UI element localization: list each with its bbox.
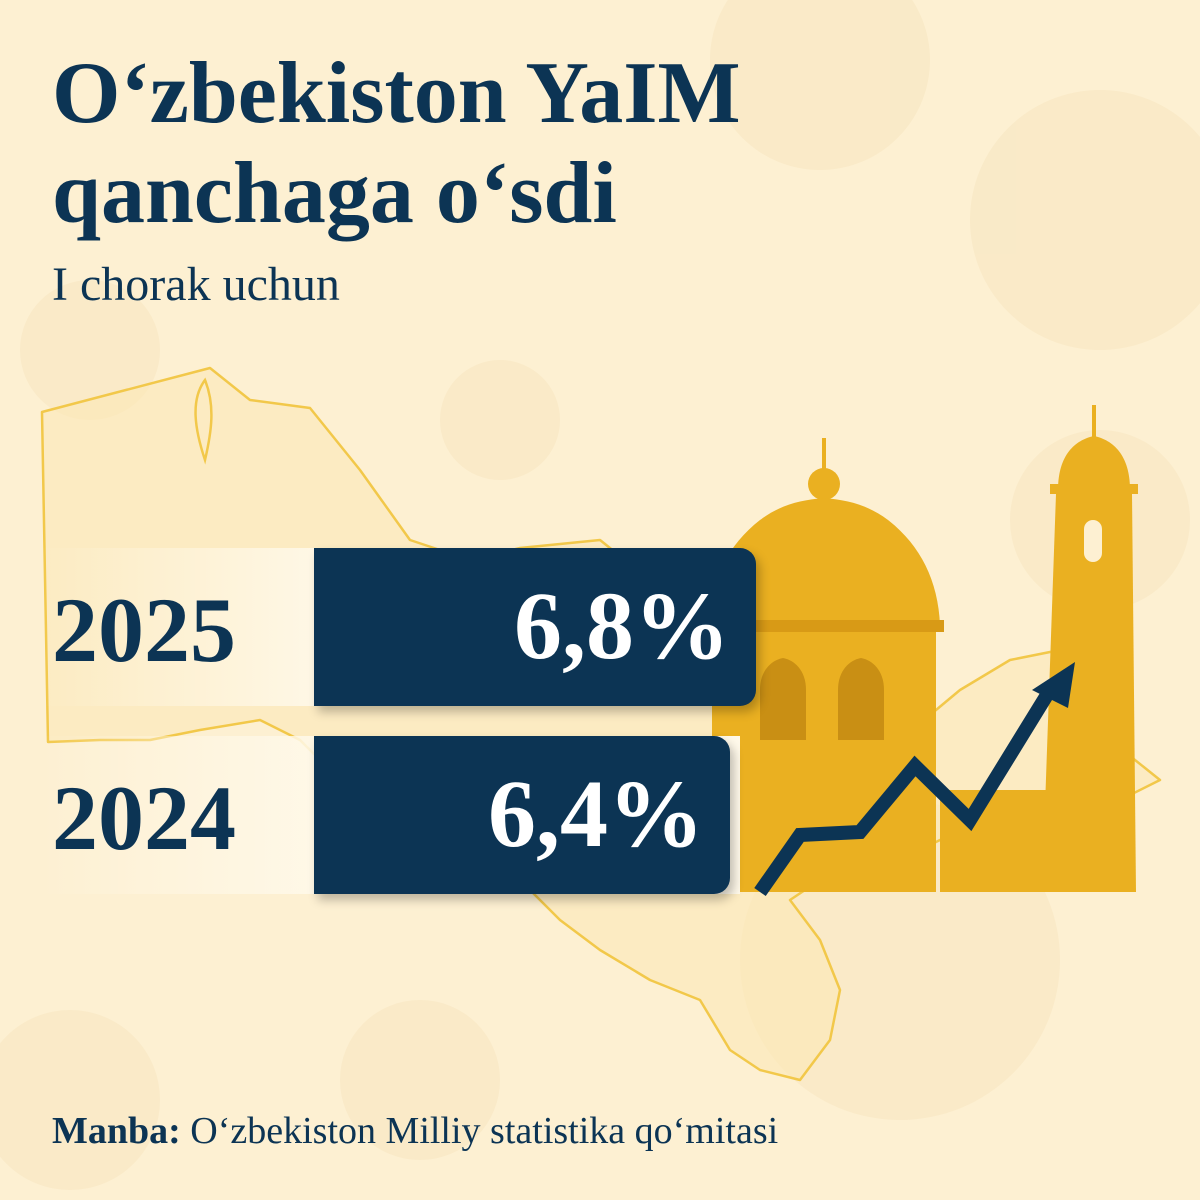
bar-value-label-2024: 6,4% bbox=[488, 760, 704, 867]
title-line-2: qanchaga o‘sdi bbox=[52, 145, 617, 242]
growth-arrow-icon bbox=[754, 686, 1056, 897]
arrow-head-icon bbox=[1032, 662, 1075, 708]
source-label: Manba: bbox=[52, 1110, 181, 1152]
aral-sea-outline bbox=[194, 377, 213, 465]
title-line-1: O‘zbekiston YaIM bbox=[52, 45, 741, 142]
bar-2025: 6,8% bbox=[314, 548, 756, 706]
source-footer: Manba: O‘zbekiston Milliy statistika qo‘… bbox=[52, 1108, 778, 1154]
category-label-2024: 2024 bbox=[52, 767, 236, 869]
mosque-dome-icon bbox=[704, 438, 944, 892]
bar-2024: 6,4% bbox=[314, 736, 730, 894]
page-title: O‘zbekiston YaIM qanchaga o‘sdi bbox=[52, 44, 1152, 244]
subtitle: I chorak uchun bbox=[52, 258, 340, 311]
category-label-2025: 2025 bbox=[52, 579, 236, 681]
bar-value-label-2025: 6,8% bbox=[514, 572, 730, 679]
source-text: O‘zbekiston Milliy statistika qo‘mitasi bbox=[190, 1110, 779, 1152]
